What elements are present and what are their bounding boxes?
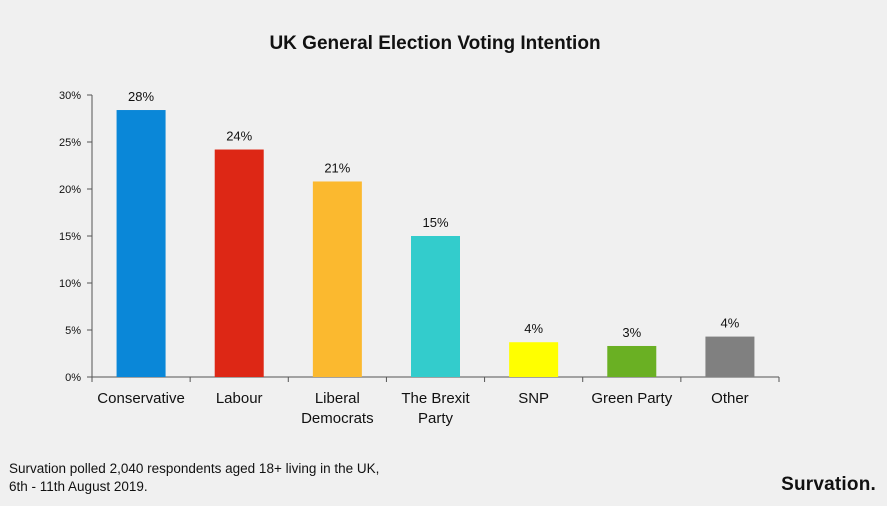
y-tick-label: 30% xyxy=(59,90,81,102)
data-label: 4% xyxy=(721,316,740,331)
data-label: 24% xyxy=(226,129,252,144)
chart-title: UK General Election Voting Intention xyxy=(269,33,600,54)
category-label: Liberal xyxy=(315,390,360,407)
y-tick-label: 0% xyxy=(65,372,81,384)
bar xyxy=(214,149,264,377)
category-label: Conservative xyxy=(97,390,185,407)
category-label: SNP xyxy=(518,390,549,407)
category-label: Green Party xyxy=(591,390,672,407)
data-label: 3% xyxy=(622,325,641,340)
category-label: Labour xyxy=(216,390,263,407)
x-axis xyxy=(91,376,780,382)
bars xyxy=(116,110,755,377)
footnote: Survation polled 2,040 respondents aged … xyxy=(9,460,429,496)
category-labels: Conservative Labour Liberal Democrats The Br… xyxy=(97,390,748,427)
data-label: 4% xyxy=(524,321,543,336)
y-tick-label: 15% xyxy=(59,231,81,243)
bar xyxy=(509,342,559,377)
bar xyxy=(312,181,362,377)
footnote-line-2: 6th - 11th August 2019. xyxy=(9,479,148,494)
bar xyxy=(705,336,755,377)
bar xyxy=(607,345,657,377)
category-label: Party xyxy=(418,410,454,427)
y-tick-label: 25% xyxy=(59,137,81,149)
category-label: The Brexit xyxy=(401,390,470,407)
bar xyxy=(116,110,166,377)
footnote-line-1: Survation polled 2,040 respondents aged … xyxy=(9,461,380,476)
survation-logo: Survation. xyxy=(781,474,876,495)
data-label: 15% xyxy=(422,215,448,230)
category-label: Other xyxy=(711,390,749,407)
y-axis: 0% 5% 10% 15% 20% 25% 30% xyxy=(59,90,93,384)
data-label: 21% xyxy=(324,160,350,175)
data-label: 28% xyxy=(128,89,154,104)
y-tick-label: 20% xyxy=(59,184,81,196)
data-labels: 28% 24% 21% 15% 4% 3% 4% xyxy=(128,89,740,340)
bar xyxy=(411,236,460,377)
category-label: Democrats xyxy=(301,410,374,427)
y-tick-label: 10% xyxy=(59,278,81,290)
y-tick-label: 5% xyxy=(65,325,81,337)
